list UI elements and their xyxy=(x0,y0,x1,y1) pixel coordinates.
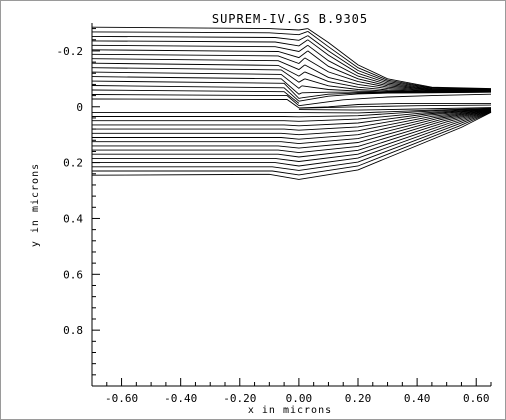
series-line-8 xyxy=(91,62,306,77)
series-line-9 xyxy=(91,67,306,83)
series-line-5 xyxy=(91,49,309,59)
series-line-19 xyxy=(307,35,492,90)
series-line-15 xyxy=(91,94,300,107)
series-line-34 xyxy=(298,107,492,111)
series-line-11 xyxy=(91,76,302,95)
y-tick-label: 0 xyxy=(76,101,83,114)
series-line-36 xyxy=(92,107,492,118)
x-tick-label: -0.40 xyxy=(164,392,197,405)
series-line-33 xyxy=(298,104,492,109)
series-line-3 xyxy=(91,39,309,47)
series-line-44 xyxy=(92,110,492,154)
series-line-21 xyxy=(307,44,492,91)
series-line-39 xyxy=(92,108,492,131)
series-line-6 xyxy=(91,53,306,65)
series-line-4 xyxy=(91,44,309,52)
series-line-0 xyxy=(91,26,308,31)
y-axis-label: y in microns xyxy=(30,163,41,247)
series-line-31 xyxy=(298,93,492,107)
series-line-14 xyxy=(91,89,300,104)
series-line-1 xyxy=(91,30,308,36)
x-axis-label: x in microns xyxy=(248,405,332,416)
series-line-32 xyxy=(298,102,491,109)
y-tick-label: 0.8 xyxy=(63,324,83,337)
x-tick-label: -0.60 xyxy=(105,392,138,405)
series-line-48 xyxy=(92,111,492,171)
series-line-10 xyxy=(91,71,303,89)
series-line-30 xyxy=(298,91,492,102)
x-tick-label: 0.60 xyxy=(463,392,490,405)
series-line-49 xyxy=(92,111,492,176)
series-line-37 xyxy=(92,108,492,122)
series-line-45 xyxy=(92,110,492,158)
series-line-40 xyxy=(92,109,492,136)
series-line-20 xyxy=(307,39,492,90)
series-line-43 xyxy=(92,109,492,149)
series-line-38 xyxy=(92,108,492,127)
series-line-13 xyxy=(91,85,300,102)
series-line-50 xyxy=(91,111,492,180)
series-line-16 xyxy=(91,98,300,109)
x-tick-label: 0.00 xyxy=(286,392,313,405)
series-line-22 xyxy=(307,50,491,91)
series-line-17 xyxy=(307,28,492,90)
y-tick-label: 0.2 xyxy=(63,157,83,170)
series-line-47 xyxy=(92,111,492,167)
y-tick-label: 0.6 xyxy=(63,268,83,281)
series-line-12 xyxy=(91,80,302,99)
chart-title: SUPREM-IV.GS B.9305 xyxy=(212,12,368,26)
series-line-23 xyxy=(304,57,492,92)
series-line-46 xyxy=(92,110,492,162)
y-tick-label: 0.4 xyxy=(63,212,83,225)
series-layer xyxy=(91,26,492,180)
series-line-7 xyxy=(91,58,306,71)
tick-layer: -0.200.20.40.60.8-0.60 -0.40 -0.20 0.00 0.20… xyxy=(57,28,492,405)
x-tick-label: 0.40 xyxy=(404,392,431,405)
series-line-42 xyxy=(92,109,492,145)
series-line-35 xyxy=(92,107,492,114)
x-tick-label: -0.20 xyxy=(223,392,256,405)
series-line-2 xyxy=(91,35,309,41)
series-line-18 xyxy=(307,31,492,90)
y-tick-label: -0.2 xyxy=(57,45,84,58)
series-line-41 xyxy=(92,109,492,140)
x-tick-label: 0.20 xyxy=(345,392,372,405)
